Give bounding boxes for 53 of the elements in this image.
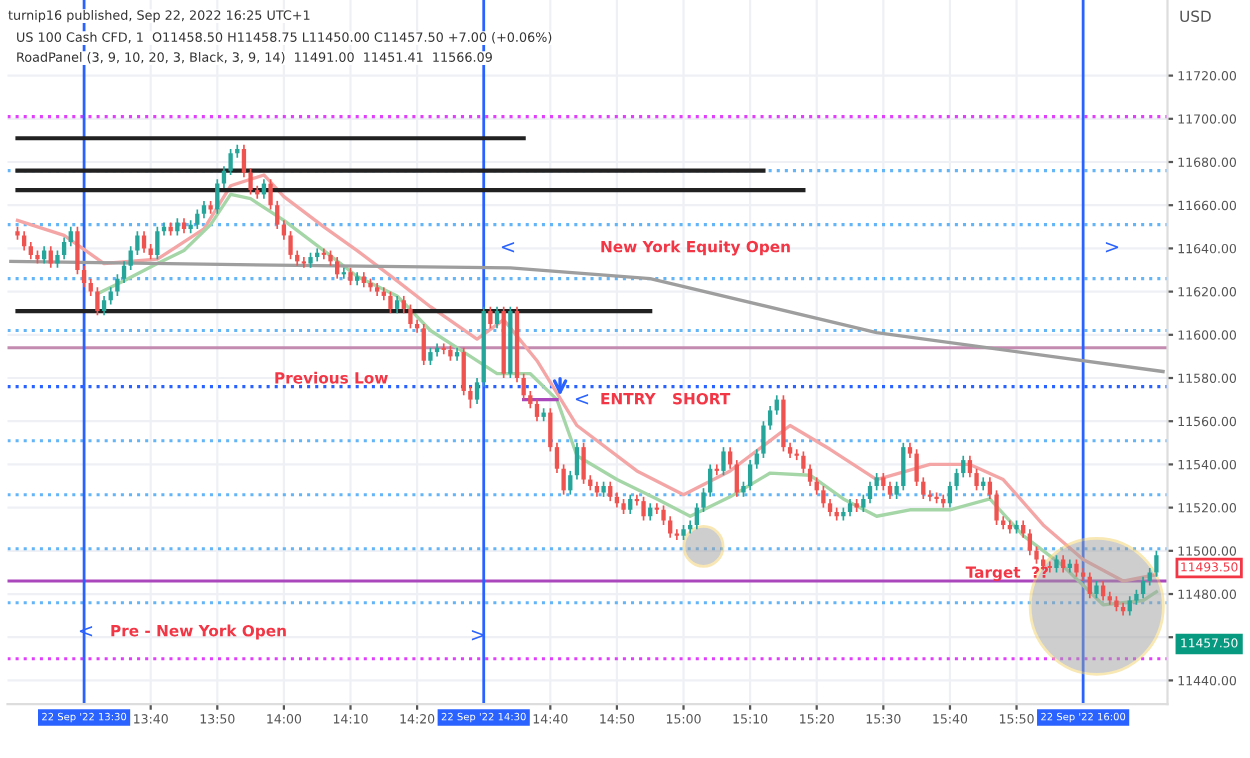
- candlestick: [494, 305, 500, 330]
- candlestick: [1087, 571, 1092, 600]
- line-series: [15, 173, 1159, 583]
- candlestick: [61, 236, 67, 261]
- candlestick: [21, 230, 27, 252]
- candlestick: [1100, 580, 1106, 602]
- candlestick: [421, 323, 426, 366]
- candlestick: [335, 256, 340, 280]
- candlestick: [961, 454, 966, 479]
- candlestick: [1140, 575, 1146, 600]
- candlestick: [1154, 549, 1159, 578]
- candlestick: [101, 295, 107, 317]
- annotation: >: [1105, 242, 1119, 253]
- candlestick: [1027, 528, 1033, 556]
- candlestick: [727, 446, 733, 470]
- candlestick: [488, 305, 493, 330]
- candlestick: [1127, 595, 1132, 617]
- candlestick: [807, 463, 813, 487]
- candlestick: [574, 441, 580, 481]
- candlestick: [408, 303, 413, 330]
- candlestick: [534, 398, 540, 423]
- candlestick: [967, 454, 973, 479]
- candlestick: [628, 493, 633, 515]
- candlestick: [48, 245, 53, 269]
- candlestick: [215, 178, 220, 215]
- candlestick: [95, 286, 100, 317]
- candlestick: [568, 470, 573, 496]
- annotation: <: [501, 242, 515, 253]
- candlestick: [388, 290, 393, 315]
- candlestick: [641, 495, 646, 522]
- candlestick: [668, 515, 673, 539]
- candlestick: [581, 441, 586, 485]
- candlestick: [461, 346, 466, 397]
- candlestick: [608, 480, 613, 502]
- candlestick: [141, 230, 147, 254]
- line-series: [9, 259, 1165, 374]
- candlestick: [781, 394, 786, 453]
- candlestick: [747, 459, 753, 492]
- candlestick: [734, 459, 739, 498]
- candlestick: [68, 225, 73, 248]
- candlestick: [821, 485, 826, 509]
- candlestick: [947, 480, 953, 509]
- annotation: <: [575, 394, 589, 405]
- candlestick: [474, 377, 480, 405]
- candlestick: [195, 208, 200, 230]
- candlestick: [155, 225, 160, 261]
- candlestick: [521, 372, 526, 401]
- candlestick: [121, 260, 127, 284]
- candlestick: [901, 441, 906, 492]
- candlestick: [721, 446, 726, 477]
- candlestick: [548, 407, 553, 453]
- line-series: [95, 192, 1159, 607]
- candlestick: [867, 480, 873, 505]
